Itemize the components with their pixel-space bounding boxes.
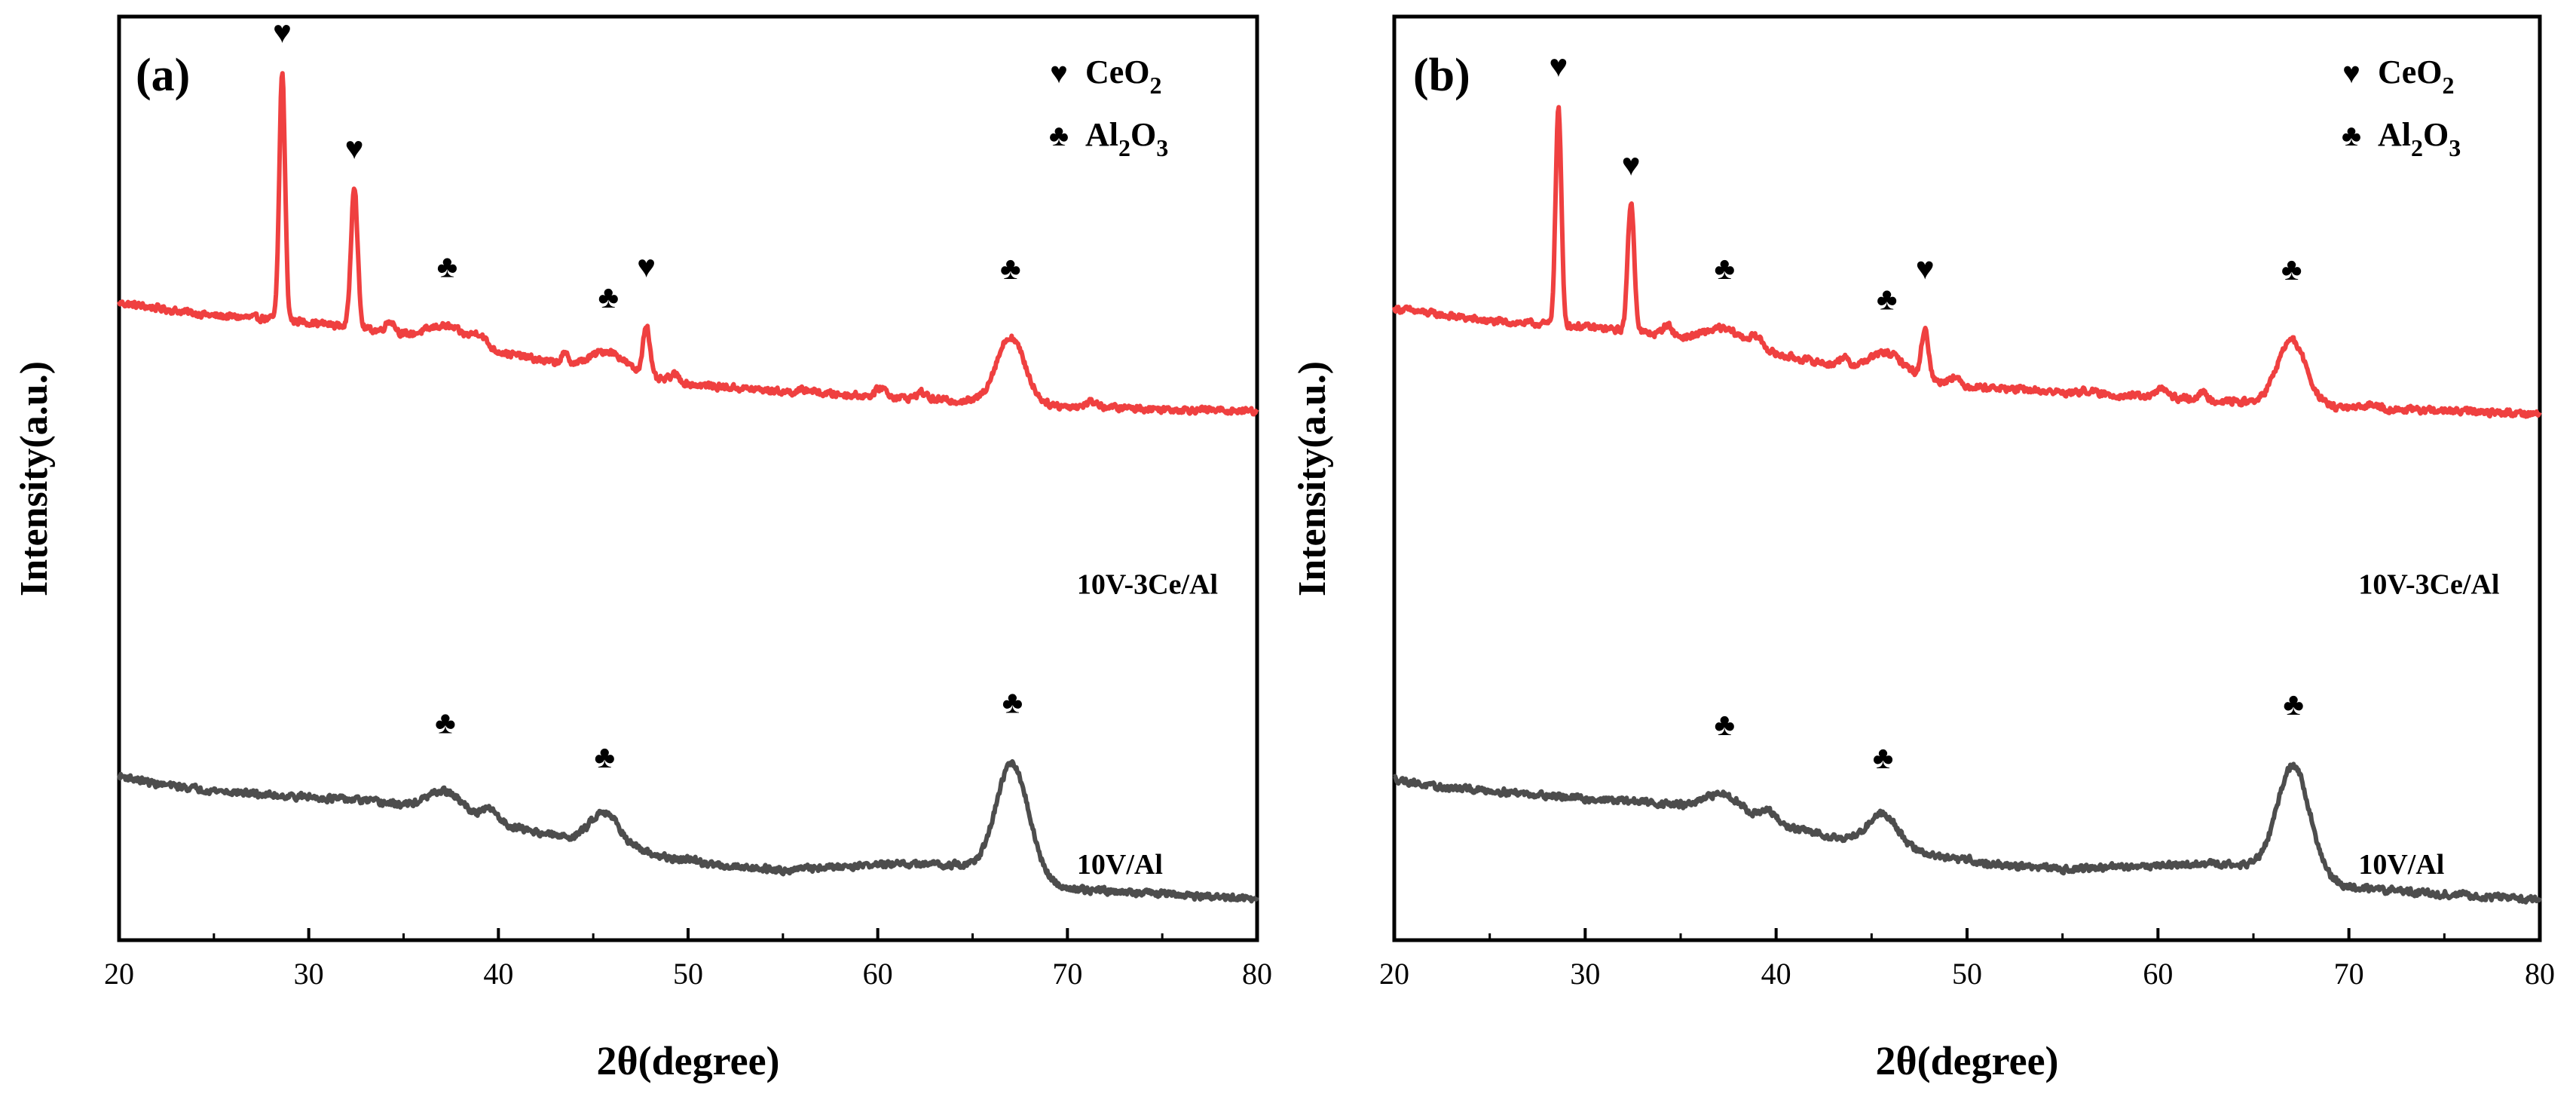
heart-marker-icon: ♥	[1622, 149, 1641, 183]
x-tick-label: 20	[104, 957, 134, 991]
panel-label: (b)	[1413, 50, 1470, 101]
y-axis-title: Intensity(a.u.)	[1291, 361, 1334, 596]
club-marker-icon: ♣	[435, 706, 456, 741]
x-axis-ticks: 20 30 40 50 60 70 80	[1379, 928, 2555, 991]
x-axis-title: 2θ(degree)	[1875, 1038, 2058, 1083]
series-line	[117, 71, 1259, 417]
legend-label-al2o3: Al2O3	[2378, 116, 2461, 161]
legend-label-ceo2: CeO2	[2378, 54, 2455, 99]
x-axis-title: 2θ(degree)	[596, 1038, 779, 1083]
legend: ♥ CeO2 ♣ Al2O3	[2342, 54, 2461, 161]
x-tick-label: 30	[294, 957, 324, 991]
series-label: 10V-3Ce/Al	[1077, 569, 1218, 601]
club-marker-icon: ♣	[2283, 688, 2304, 722]
club-marker-icon: ♣	[598, 280, 620, 315]
phase-markers: ♥ ♥ ♣ ♣ ♥ ♣ ♣ ♣ ♣	[1549, 50, 2304, 777]
x-tick-label: 50	[673, 957, 703, 991]
club-marker-icon: ♣	[1000, 252, 1021, 286]
x-tick-label: 80	[1242, 957, 1272, 991]
x-tick-label: 40	[1761, 957, 1791, 991]
club-marker-icon: ♣	[1714, 708, 1735, 743]
legend-heart-icon: ♥	[1050, 56, 1068, 90]
x-tick-label: 60	[863, 957, 893, 991]
panel-b: 10V-3Ce/Al 10V/Al ♥ ♥ ♣ ♣ ♥ ♣ ♣ ♣ ♣ 20 30 40 50 60 70 8…	[1291, 14, 2555, 1083]
series-line	[1392, 105, 2542, 419]
panel-a: 10V-3Ce/Al 10V/Al ♥ ♥ ♣ ♣ ♥ ♣ ♣ ♣ ♣ 20 30 40 50 60 70 8…	[13, 14, 1272, 1083]
legend-club-icon: ♣	[1049, 118, 1069, 152]
x-tick-label: 70	[2334, 957, 2364, 991]
club-marker-icon: ♣	[1877, 282, 1898, 317]
legend: ♥ CeO2 ♣ Al2O3	[1049, 54, 1168, 161]
series-line	[1393, 761, 2542, 905]
club-marker-icon: ♣	[1873, 741, 1894, 776]
series-label: 10V-3Ce/Al	[2358, 569, 2499, 601]
x-tick-label: 80	[2525, 957, 2555, 991]
x-tick-label: 50	[1952, 957, 1982, 991]
phase-markers: ♥ ♥ ♣ ♣ ♥ ♣ ♣ ♣ ♣	[273, 15, 1023, 775]
x-tick-label: 40	[483, 957, 513, 991]
legend-heart-icon: ♥	[2342, 56, 2360, 90]
x-tick-label: 70	[1052, 957, 1082, 991]
club-marker-icon: ♣	[2281, 253, 2302, 287]
series-line	[117, 758, 1259, 904]
legend-label-al2o3: Al2O3	[1085, 116, 1168, 161]
xrd-curves: 10V-3Ce/Al 10V/Al	[1392, 105, 2542, 905]
heart-marker-icon: ♥	[1916, 252, 1935, 286]
x-axis-ticks: 20 30 40 50 60 70 80	[104, 928, 1272, 991]
club-marker-icon: ♣	[1714, 252, 1735, 286]
series-label: 10V/Al	[1077, 849, 1163, 881]
heart-marker-icon: ♥	[637, 250, 656, 284]
heart-marker-icon: ♥	[1549, 50, 1568, 84]
y-axis-title: Intensity(a.u.)	[13, 361, 56, 596]
series-label: 10V/Al	[2358, 849, 2444, 881]
heart-marker-icon: ♥	[345, 132, 364, 167]
club-marker-icon: ♣	[437, 250, 458, 284]
club-marker-icon: ♣	[1002, 686, 1023, 721]
panel-label: (a)	[136, 50, 190, 101]
xrd-curves: 10V-3Ce/Al 10V/Al	[117, 71, 1259, 904]
heart-marker-icon: ♥	[273, 15, 292, 50]
x-tick-label: 20	[1379, 957, 1409, 991]
legend-club-icon: ♣	[2342, 118, 2361, 152]
club-marker-icon: ♣	[594, 740, 615, 775]
x-tick-label: 60	[2143, 957, 2173, 991]
x-tick-label: 30	[1570, 957, 1600, 991]
legend-label-ceo2: CeO2	[1085, 54, 1162, 99]
